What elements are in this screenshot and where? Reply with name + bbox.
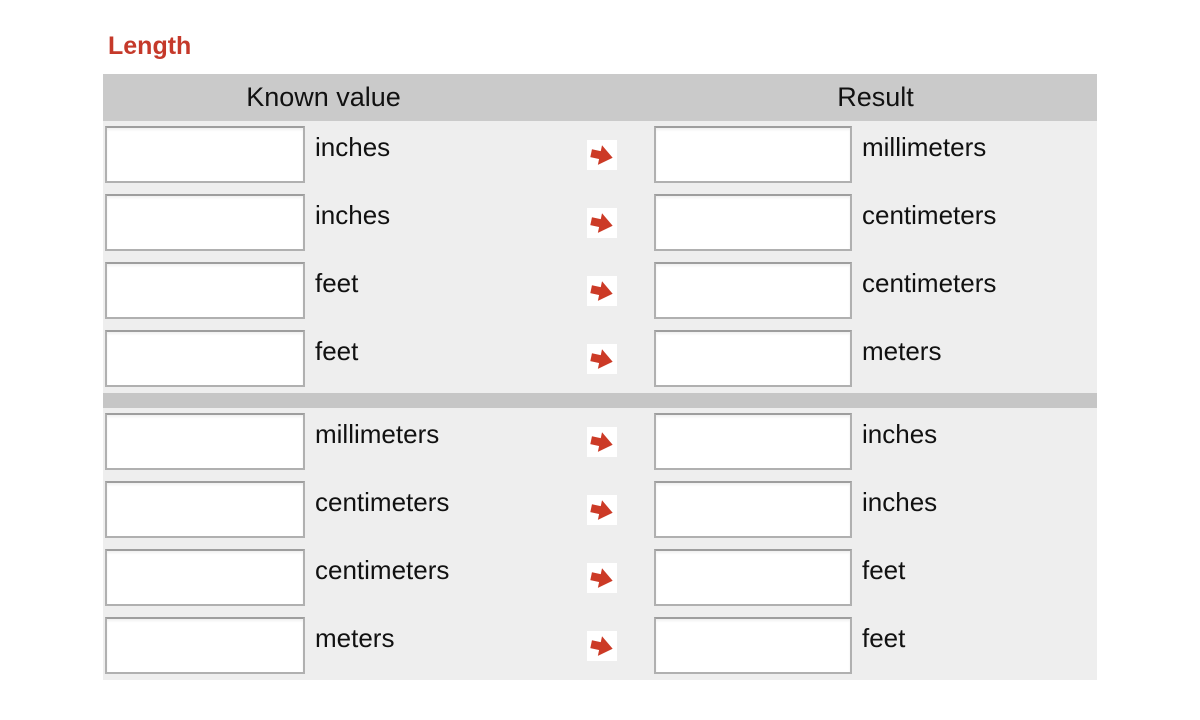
known-value-header: Known value — [246, 82, 401, 112]
result-value-input[interactable] — [654, 262, 852, 319]
result-input-cell — [654, 189, 852, 257]
conversion-table: Known value Result inches millimeters — [103, 74, 1097, 680]
result-value-input[interactable] — [654, 481, 852, 538]
known-value-input[interactable] — [105, 549, 305, 606]
arrow-cell — [587, 257, 654, 325]
result-input-cell — [654, 121, 852, 189]
arrow-cell — [587, 612, 654, 680]
result-unit-label: millimeters — [862, 132, 987, 162]
known-unit-label: feet — [315, 336, 359, 366]
header-spacer — [544, 74, 654, 121]
result-unit-label: centimeters — [862, 268, 997, 298]
result-input-cell — [654, 408, 852, 476]
result-input-cell — [654, 257, 852, 325]
conversion-row: centimeters feet — [103, 544, 1097, 612]
conversion-row: meters feet — [103, 612, 1097, 680]
known-value-input[interactable] — [105, 194, 305, 251]
result-value-input[interactable] — [654, 194, 852, 251]
arrow-cell — [587, 408, 654, 476]
conversion-row: feet meters — [103, 325, 1097, 393]
convert-arrow-icon — [587, 563, 617, 593]
known-input-cell — [103, 408, 305, 476]
result-input-cell — [654, 476, 852, 544]
arrow-cell — [587, 476, 654, 544]
result-unit-label: inches — [862, 419, 938, 449]
section-divider — [103, 393, 1097, 408]
known-value-input[interactable] — [105, 413, 305, 470]
known-unit-label: meters — [315, 623, 395, 653]
convert-arrow-icon — [587, 631, 617, 661]
result-value-input[interactable] — [654, 549, 852, 606]
result-value-input[interactable] — [654, 330, 852, 387]
conversion-row: inches millimeters — [103, 121, 1097, 189]
known-input-cell — [103, 544, 305, 612]
result-unit-label: inches — [862, 487, 938, 517]
page-title: Length — [108, 32, 192, 60]
arrow-cell — [587, 189, 654, 257]
known-input-cell — [103, 476, 305, 544]
result-input-cell — [654, 325, 852, 393]
known-input-cell — [103, 121, 305, 189]
page-content: Length Known value Result inches millime… — [103, 0, 1097, 680]
result-value-input[interactable] — [654, 126, 852, 183]
result-input-cell — [654, 544, 852, 612]
metric-to-imperial-section: millimeters inches centimeters — [103, 408, 1097, 680]
result-unit-label: centimeters — [862, 200, 997, 230]
convert-arrow-icon — [587, 427, 617, 457]
conversion-row: inches centimeters — [103, 189, 1097, 257]
known-unit-label: inches — [315, 132, 391, 162]
known-input-cell — [103, 325, 305, 393]
known-value-input[interactable] — [105, 330, 305, 387]
convert-arrow-icon — [587, 276, 617, 306]
known-unit-label: centimeters — [315, 555, 450, 585]
conversion-row: millimeters inches — [103, 408, 1097, 476]
known-value-input[interactable] — [105, 617, 305, 674]
convert-arrow-icon — [587, 208, 617, 238]
imperial-to-metric-section: inches millimeters inches — [103, 121, 1097, 393]
arrow-cell — [587, 325, 654, 393]
known-value-input[interactable] — [105, 262, 305, 319]
known-unit-label: centimeters — [315, 487, 450, 517]
result-header: Result — [837, 82, 914, 112]
conversion-row: feet centimeters — [103, 257, 1097, 325]
known-input-cell — [103, 257, 305, 325]
known-unit-label: feet — [315, 268, 359, 298]
known-unit-label: millimeters — [315, 419, 440, 449]
convert-arrow-icon — [587, 140, 617, 170]
result-unit-label: feet — [862, 623, 906, 653]
known-input-cell — [103, 189, 305, 257]
known-value-input[interactable] — [105, 481, 305, 538]
known-unit-label: inches — [315, 200, 391, 230]
conversion-row: centimeters inches — [103, 476, 1097, 544]
result-unit-label: feet — [862, 555, 906, 585]
result-input-cell — [654, 612, 852, 680]
result-value-input[interactable] — [654, 413, 852, 470]
table-header-row: Known value Result — [103, 74, 1097, 121]
convert-arrow-icon — [587, 344, 617, 374]
result-value-input[interactable] — [654, 617, 852, 674]
arrow-cell — [587, 544, 654, 612]
known-value-input[interactable] — [105, 126, 305, 183]
result-unit-label: meters — [862, 336, 942, 366]
convert-arrow-icon — [587, 495, 617, 525]
known-input-cell — [103, 612, 305, 680]
arrow-cell — [587, 121, 654, 189]
